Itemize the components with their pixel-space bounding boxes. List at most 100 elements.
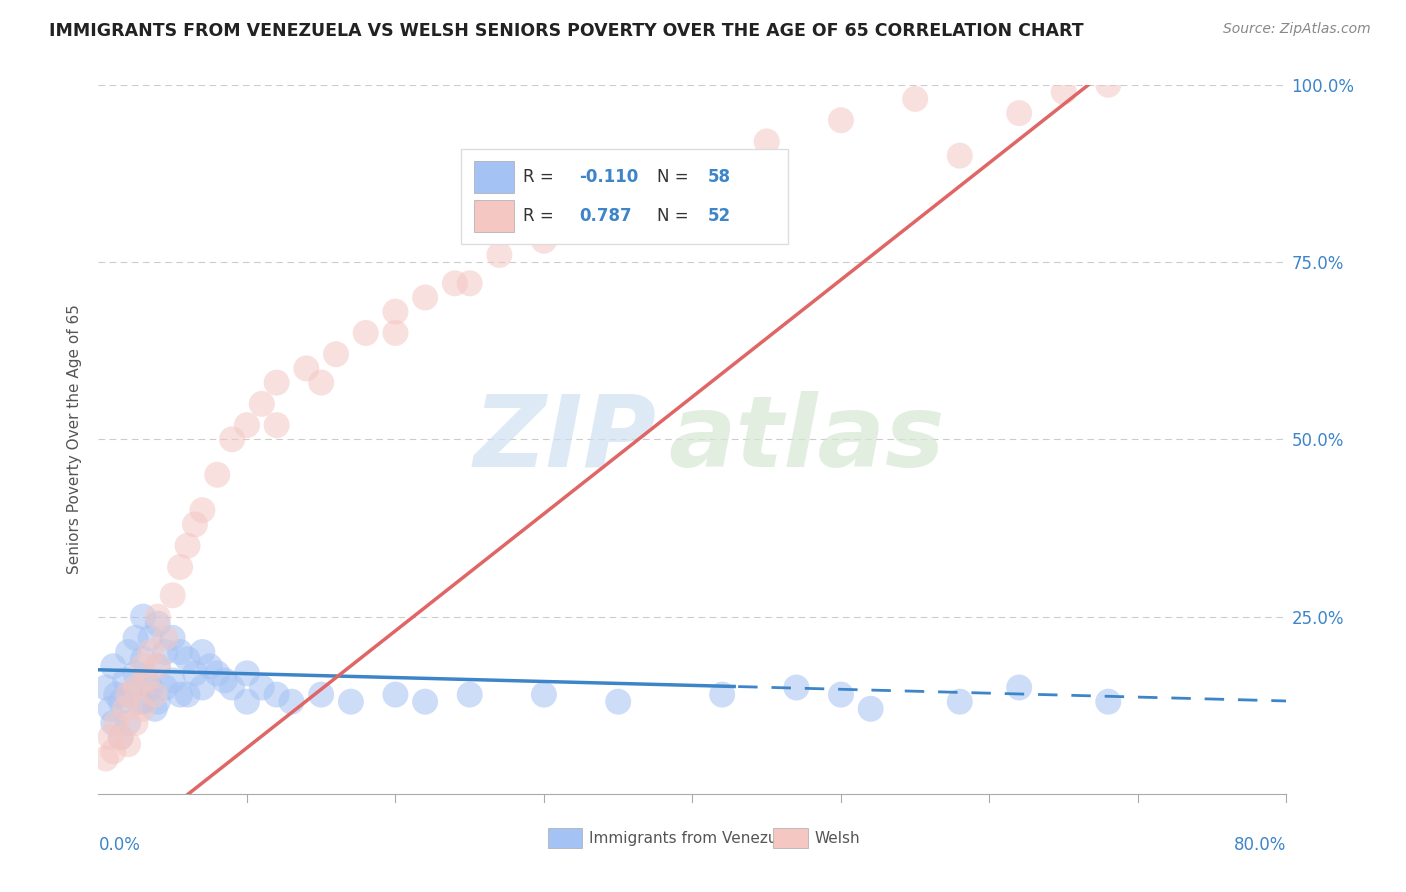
Point xyxy=(384,326,406,340)
Point xyxy=(191,645,214,659)
Point xyxy=(488,248,510,262)
Point xyxy=(176,688,198,702)
Point xyxy=(191,503,214,517)
Point xyxy=(162,631,184,645)
Point xyxy=(117,688,139,702)
Point xyxy=(146,695,169,709)
Text: R =: R = xyxy=(523,207,554,225)
Point xyxy=(155,631,177,645)
Point xyxy=(295,361,318,376)
Point xyxy=(198,659,221,673)
Point xyxy=(859,702,882,716)
Point xyxy=(117,715,139,730)
Point xyxy=(904,92,927,106)
Point xyxy=(169,560,191,574)
Point xyxy=(105,688,128,702)
Point xyxy=(607,184,630,198)
Point xyxy=(191,681,214,695)
Point xyxy=(94,751,117,765)
Point xyxy=(117,645,139,659)
Point xyxy=(143,688,166,702)
FancyBboxPatch shape xyxy=(547,828,582,848)
Point xyxy=(413,695,436,709)
Point xyxy=(132,652,155,666)
Point xyxy=(830,113,852,128)
Point xyxy=(236,418,259,433)
Point xyxy=(949,148,972,162)
Point xyxy=(533,234,555,248)
Point xyxy=(146,659,169,673)
Point xyxy=(124,715,146,730)
Point xyxy=(1008,681,1031,695)
Point xyxy=(830,688,852,702)
Point xyxy=(1053,85,1076,99)
Point xyxy=(176,539,198,553)
Point xyxy=(250,681,273,695)
Y-axis label: Seniors Poverty Over the Age of 65: Seniors Poverty Over the Age of 65 xyxy=(67,304,83,574)
Point xyxy=(384,688,406,702)
Text: N =: N = xyxy=(657,168,689,186)
Point xyxy=(458,277,481,291)
Point xyxy=(785,681,807,695)
Point xyxy=(458,688,481,702)
Text: 52: 52 xyxy=(707,207,731,225)
Point xyxy=(176,652,198,666)
Point xyxy=(98,702,121,716)
Point xyxy=(169,645,191,659)
Text: -0.110: -0.110 xyxy=(579,168,638,186)
Point xyxy=(250,397,273,411)
Point xyxy=(607,695,630,709)
Point xyxy=(413,291,436,305)
Point xyxy=(949,695,972,709)
Point xyxy=(184,666,207,681)
Point xyxy=(132,702,155,716)
Point xyxy=(340,695,363,709)
Point xyxy=(236,666,259,681)
Text: 0.0%: 0.0% xyxy=(98,837,141,855)
Point xyxy=(443,277,465,291)
Point xyxy=(711,688,734,702)
Point xyxy=(184,517,207,532)
Point xyxy=(1097,695,1119,709)
Point xyxy=(214,673,236,688)
Text: ZIP: ZIP xyxy=(474,391,657,488)
Point xyxy=(162,588,184,602)
Point xyxy=(135,673,157,688)
Text: N =: N = xyxy=(657,207,689,225)
Point xyxy=(143,702,166,716)
Point xyxy=(135,673,157,688)
Point xyxy=(354,326,377,340)
Point xyxy=(124,666,146,681)
Point xyxy=(132,695,155,709)
Point xyxy=(205,467,228,482)
Point xyxy=(155,681,177,695)
FancyBboxPatch shape xyxy=(773,828,807,848)
Text: R =: R = xyxy=(523,168,554,186)
Point xyxy=(114,673,136,688)
Text: Welsh: Welsh xyxy=(815,831,860,846)
Text: IMMIGRANTS FROM VENEZUELA VS WELSH SENIORS POVERTY OVER THE AGE OF 65 CORRELATIO: IMMIGRANTS FROM VENEZUELA VS WELSH SENIO… xyxy=(49,22,1084,40)
Point xyxy=(132,659,155,673)
Point xyxy=(103,715,125,730)
Point xyxy=(266,376,288,390)
Point xyxy=(114,702,136,716)
Point xyxy=(266,418,288,433)
Point xyxy=(139,681,162,695)
FancyBboxPatch shape xyxy=(461,149,787,244)
Point xyxy=(110,695,132,709)
Point xyxy=(146,616,169,631)
Point xyxy=(309,688,332,702)
Point xyxy=(98,730,121,744)
Point xyxy=(384,304,406,318)
Point xyxy=(129,695,152,709)
Text: atlas: atlas xyxy=(669,391,945,488)
Text: 0.787: 0.787 xyxy=(579,207,633,225)
Point xyxy=(110,730,132,744)
Point xyxy=(221,433,243,447)
Point xyxy=(117,688,139,702)
Point xyxy=(309,376,332,390)
Point xyxy=(1097,78,1119,92)
Point xyxy=(205,666,228,681)
Point xyxy=(139,631,162,645)
Point xyxy=(236,695,259,709)
